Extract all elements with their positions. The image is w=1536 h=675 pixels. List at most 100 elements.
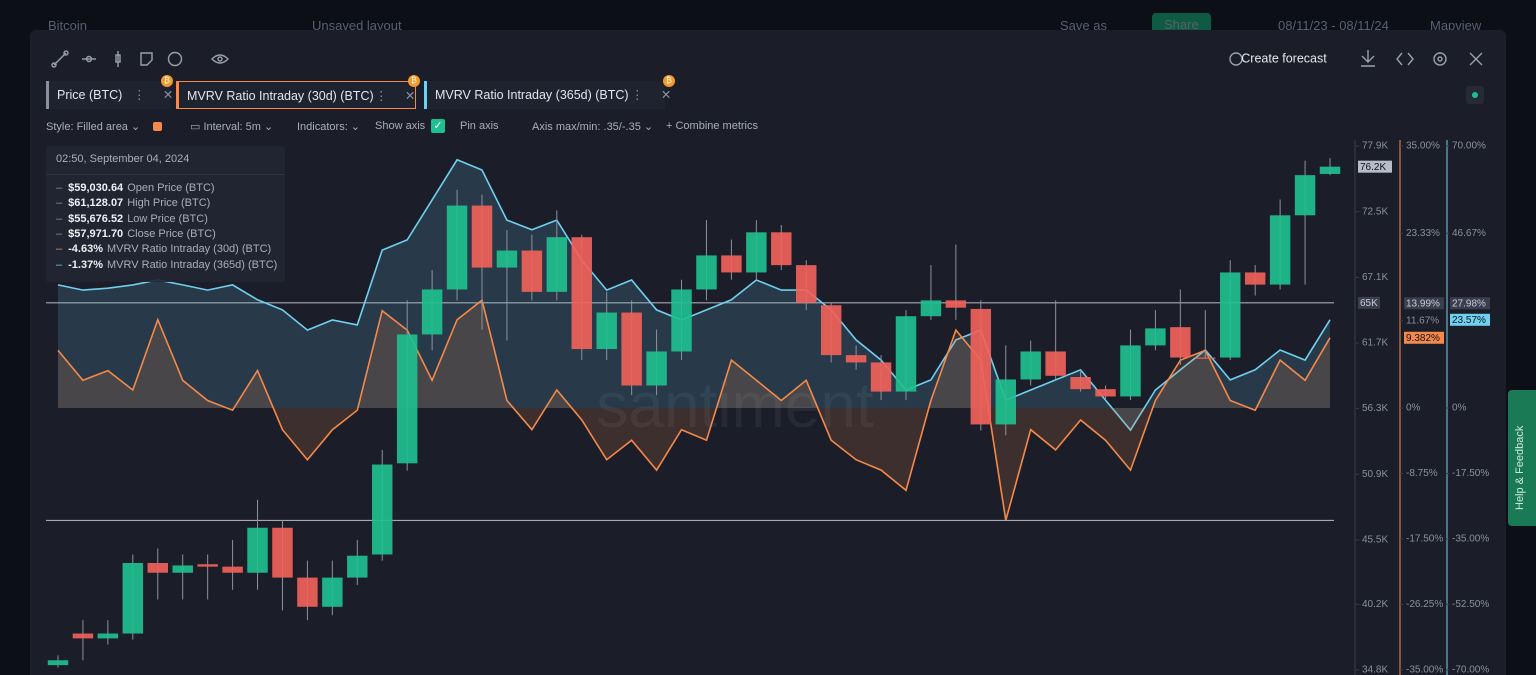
tick-label: 0% — [1406, 403, 1421, 414]
candle-body — [646, 351, 667, 386]
candle-body — [995, 379, 1016, 425]
tick-label: 70.00% — [1452, 141, 1486, 152]
candle-body — [496, 250, 518, 268]
tick-label: 72.5K — [1362, 206, 1388, 217]
candle-body — [1319, 166, 1341, 174]
label: Interval: 5m — [203, 121, 261, 133]
asset-name: Bitcoin — [48, 18, 88, 33]
candle-body — [247, 527, 268, 573]
axis-badge — [1404, 331, 1444, 344]
candle-body — [1170, 327, 1191, 358]
tooltip-value: -4.63% — [68, 243, 103, 256]
tab-label: Price (BTC) — [57, 88, 123, 102]
candle-body — [172, 565, 193, 573]
tick-label: -17.50% — [1452, 468, 1489, 479]
save-button[interactable]: Save as — [1060, 18, 1107, 33]
help-tab[interactable]: Help & Feedback — [1508, 390, 1536, 526]
candle-body — [970, 308, 992, 425]
candle-body — [122, 563, 144, 634]
create-forecast[interactable]: Create forecast — [1241, 51, 1327, 65]
candle-body — [945, 300, 967, 308]
legend-dash: – — [56, 243, 63, 256]
tick-label: 46.67% — [1452, 228, 1486, 239]
candle-body — [1294, 175, 1316, 216]
tick-label: -52.50% — [1452, 599, 1489, 610]
candle-body — [621, 312, 642, 386]
tick-label: 56.3K — [1362, 403, 1388, 414]
candle-body — [820, 305, 842, 356]
tooltip-row: – -1.37% MVRV Ratio Intraday (365d) (BTC) — [56, 259, 277, 271]
tooltip-value: $61,128.07 — [68, 197, 124, 210]
tooltip-value: $55,676.52 — [68, 212, 124, 225]
candle-body — [1020, 351, 1041, 380]
axis-badge — [1450, 313, 1490, 326]
tick-label: 35.00% — [1406, 141, 1440, 152]
axis-badge-label: 23.57% — [1452, 315, 1486, 326]
tick-label: -70.00% — [1452, 665, 1489, 675]
tab-mvrv-30d[interactable]: MVRV Ratio Intraday (30d) (BTC) ⋮ ✕ — [176, 81, 416, 109]
show-axis[interactable]: Show axis — [375, 120, 426, 132]
tooltip-label: MVRV Ratio Intraday (365d) (BTC) — [106, 258, 278, 271]
label: Style: Filled area — [46, 121, 128, 133]
map-view[interactable]: Mapview — [1430, 18, 1482, 33]
checkbox[interactable]: ✓ — [431, 119, 445, 133]
candle-body — [1045, 351, 1066, 376]
candle-body — [596, 312, 617, 350]
tab-price[interactable]: Price (BTC) ⋮ ✕ — [46, 81, 173, 109]
candle-body — [1269, 215, 1291, 285]
candle-body — [796, 265, 817, 303]
axis-badge-label: 65K — [1360, 298, 1378, 309]
help-label: Help & Feedback — [1514, 425, 1526, 510]
tick-label: 50.9K — [1362, 469, 1388, 480]
asset-badge: ₿ — [408, 75, 420, 87]
candle-body — [347, 555, 368, 578]
indicators-select[interactable]: Indicators: ⌄ — [297, 121, 361, 133]
tooltip-label: High Price (BTC) — [127, 197, 211, 210]
tab-mvrv-365d[interactable]: MVRV Ratio Intraday (365d) (BTC) ⋮ ✕ — [424, 81, 671, 109]
legend-dash: – — [56, 182, 63, 194]
combine-metrics[interactable]: + Combine metrics — [666, 120, 759, 132]
area-fill — [58, 159, 1330, 431]
candle-body — [546, 237, 568, 292]
label: Indicators: — [297, 121, 348, 133]
tick-label: 67.1K — [1362, 272, 1388, 283]
tooltip-row: – $57,971.70 Close Price (BTC) — [56, 228, 216, 240]
tick-label: -35.00% — [1406, 665, 1443, 675]
axis-minmax[interactable]: Axis max/min: .35/-.35 ⌄ — [532, 121, 654, 133]
tooltip-row: – $59,030.64 Open Price (BTC) — [56, 182, 215, 194]
tooltip-label: MVRV Ratio Intraday (30d) (BTC) — [106, 243, 272, 256]
interval-select[interactable]: ▭ Interval: 5m ⌄ — [190, 121, 274, 133]
tick-label: 45.5K — [1362, 535, 1388, 546]
tick-label: 34.8K — [1362, 665, 1388, 675]
axis-badge-label: 13.99% — [1406, 298, 1440, 309]
candle-body — [571, 237, 592, 350]
candle-body — [870, 362, 892, 392]
tab-label: MVRV Ratio Intraday (30d) (BTC) — [187, 89, 374, 103]
candle-body — [446, 205, 468, 290]
series-line — [57, 298, 1331, 521]
axis-badge — [1358, 160, 1392, 173]
tooltip-label: Open Price (BTC) — [127, 182, 215, 194]
candle-body — [1095, 389, 1116, 397]
tooltip-row: – $55,676.52 Low Price (BTC) — [56, 213, 208, 225]
axis-badge — [1358, 296, 1380, 309]
candle-body — [97, 633, 119, 639]
tooltip-label: Low Price (BTC) — [127, 212, 208, 225]
label: Combine metrics — [675, 120, 759, 132]
candle-body — [721, 255, 742, 273]
tick-label: 61.7K — [1362, 338, 1388, 349]
tool-icons — [51, 50, 1483, 68]
axis-badge-label: 9.382% — [1406, 333, 1440, 344]
style-select[interactable]: Style: Filled area ⌄ — [46, 121, 141, 133]
candle-body — [1120, 345, 1141, 397]
tick-label: -26.25% — [1406, 599, 1443, 610]
pin-axis[interactable]: Pin axis — [460, 120, 499, 132]
watermark: santiment — [596, 369, 874, 441]
axis-badge-label: 76.2K — [1360, 162, 1386, 173]
date-range[interactable]: 08/11/23 - 08/11/24 — [1278, 18, 1389, 33]
legend-dash: – — [56, 197, 63, 210]
color-swatch[interactable] — [153, 122, 162, 131]
tick-label: -35.00% — [1452, 534, 1489, 545]
